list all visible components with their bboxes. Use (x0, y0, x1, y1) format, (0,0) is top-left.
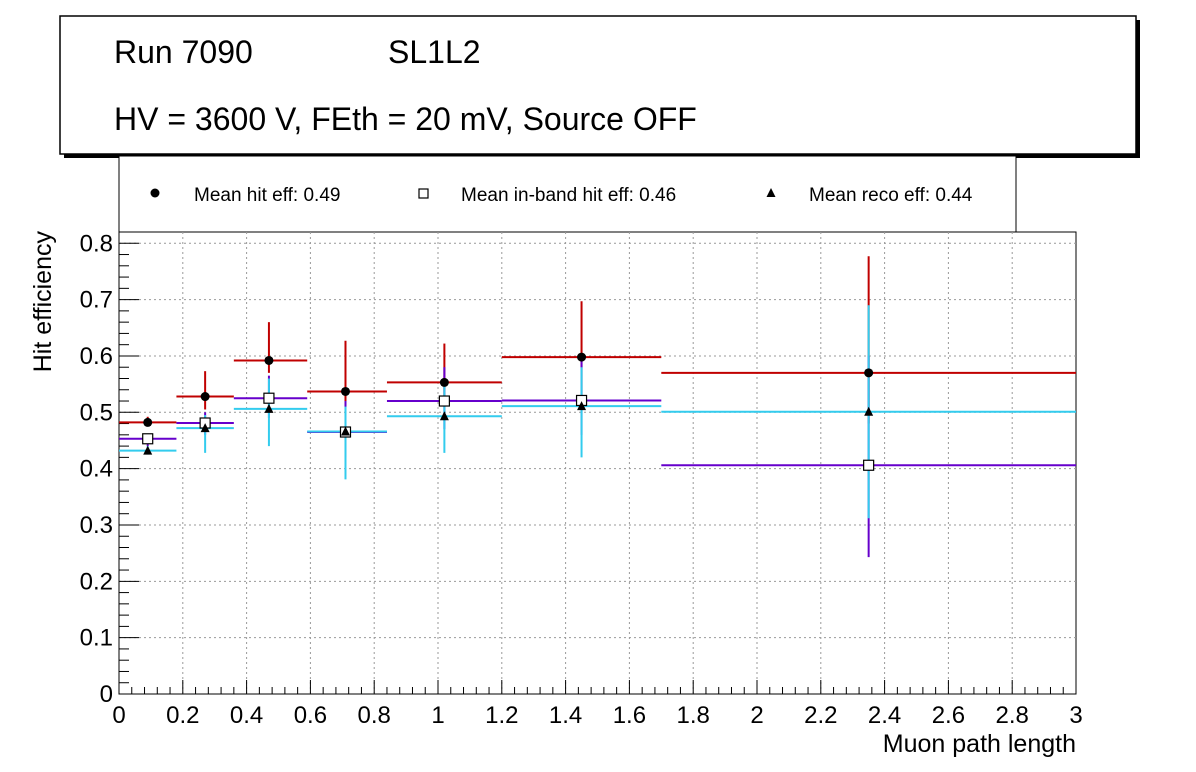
reco-eff-point (864, 406, 874, 416)
hit-eff-point (340, 386, 350, 396)
x-tick-label: 3 (1069, 702, 1082, 729)
x-tick-label: 1.4 (549, 702, 582, 729)
y-tick-label: 0 (100, 681, 113, 708)
y-tick-label: 0.3 (80, 512, 113, 539)
x-tick-label: 0 (112, 702, 125, 729)
legend-hit-marker (150, 188, 160, 198)
axis-ticks (118, 242, 1077, 695)
y-tick-labels: 0 0.1 0.2 0.3 0.4 0.5 0.6 0.7 0.8 (80, 230, 113, 708)
reco-eff-point (143, 445, 153, 455)
hit-eff-point (864, 368, 874, 378)
x-axis-label: Muon path length (883, 730, 1076, 758)
x-tick-label: 1.6 (613, 702, 646, 729)
inband-eff-point (863, 459, 875, 471)
x-tick-label: 0.4 (230, 702, 263, 729)
reco-eff-point (577, 401, 587, 411)
legend-inband-marker (418, 188, 429, 199)
legend-hit-label: Mean hit eff: 0.49 (194, 185, 340, 206)
x-tick-label: 1.8 (677, 702, 710, 729)
legend-box (118, 155, 1017, 233)
hit-eff-point (200, 392, 210, 402)
x-tick-label: 0.6 (294, 702, 327, 729)
legend-reco-marker (766, 188, 776, 197)
run-label: Run 7090 (114, 34, 253, 70)
x-tick-label: 2.8 (996, 702, 1029, 729)
y-tick-label: 0.5 (80, 399, 113, 426)
y-tick-label: 0.6 (80, 343, 113, 370)
x-tick-label: 2.4 (868, 702, 901, 729)
hit-eff-point (439, 377, 449, 387)
reco-eff-point (439, 411, 449, 421)
inband-eff-point (142, 433, 154, 445)
x-tick-labels: 0 0.2 0.4 0.6 0.8 1 1.2 1.4 1.6 1.8 2 2.2 2.4 2.6 2.8 3 (112, 702, 1082, 729)
y-tick-label: 0.4 (80, 456, 113, 483)
legend-reco-label: Mean reco eff: 0.44 (809, 185, 973, 206)
reco-eff-point (340, 426, 350, 436)
x-tick-label: 2.2 (804, 702, 837, 729)
legend-inband-label: Mean in-band hit eff: 0.46 (461, 185, 676, 206)
layer-label: SL1L2 (388, 34, 481, 70)
x-tick-label: 0.8 (358, 702, 391, 729)
y-tick-label: 0.7 (80, 287, 113, 314)
error-bars (119, 256, 1076, 558)
y-tick-label: 0.1 (80, 625, 113, 652)
plot-frame (118, 231, 1077, 695)
x-tick-label: 1 (431, 702, 444, 729)
hit-eff-point (264, 355, 274, 365)
hit-eff-point (143, 417, 153, 427)
header-box (59, 15, 1137, 155)
data-series (119, 256, 1076, 558)
x-tick-label: 2 (750, 702, 763, 729)
y-axis-label: Hit efficiency (29, 231, 57, 373)
markers (142, 352, 875, 471)
x-tick-label: 2.6 (932, 702, 965, 729)
reco-eff-point (264, 403, 274, 413)
inband-eff-point (263, 392, 275, 404)
y-tick-label: 0.2 (80, 568, 113, 595)
hit-eff-point (577, 352, 587, 362)
grid (119, 232, 1076, 694)
x-tick-label: 1.2 (485, 702, 518, 729)
inband-eff-point (438, 395, 450, 407)
reco-eff-point (200, 423, 210, 433)
x-tick-label: 0.2 (166, 702, 199, 729)
y-tick-label: 0.8 (80, 230, 113, 257)
conditions-label: HV = 3600 V, FEth = 20 mV, Source OFF (114, 101, 697, 137)
